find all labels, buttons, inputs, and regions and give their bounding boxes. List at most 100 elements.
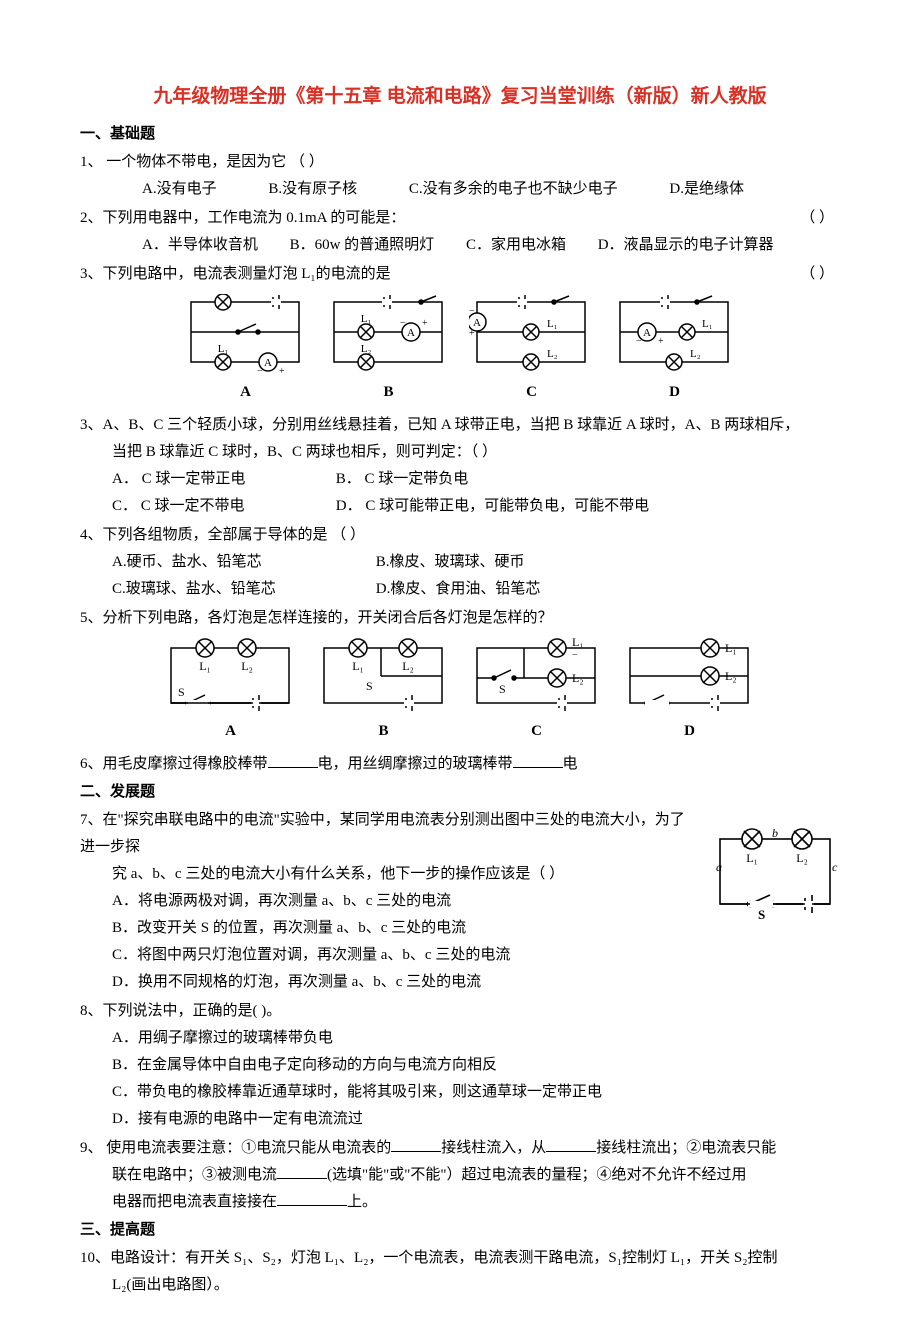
q1-stem: 1、 一个物体不带电，是因为它 （ ） [80, 149, 840, 176]
q7-text: 7、在"探究串联电路中的电流"实验中，某同学用电流表分别测出图中三处的电流大小，… [80, 807, 698, 996]
section-heading-3: 三、提高题 [80, 1216, 840, 1243]
q5-diag-a: L₁ L₂ S A [163, 638, 298, 745]
q5-label-b: B [316, 718, 451, 745]
q3a-diag-b: L₁ A − + L₂ B [326, 294, 451, 406]
q8-opt-c: C．带负电的橡胶棒靠近通草球时，能将其吸引来，则这通草球一定带正电 [80, 1079, 840, 1106]
q9-blank3 [277, 1164, 327, 1179]
q3a-label-a: A [183, 379, 308, 406]
q2-opt-a: A．半导体收音机 [142, 237, 258, 253]
q4-opt-c: C.玻璃球、盐水、铅笔芯 [112, 576, 372, 603]
q8-stem: 8、下列说法中，正确的是( )。 [80, 998, 840, 1025]
q8-opt-b: B．在金属导体中自由电子定向移动的方向与电流方向相反 [80, 1052, 840, 1079]
svg-text:A: A [643, 327, 651, 339]
q2-stem: 2、下列用电器中，工作电流为 0.1mA 的可能是： [80, 210, 405, 226]
q3b-opt-c: C． C 球一定不带电 [112, 493, 332, 520]
svg-text:L₂: L₂ [796, 851, 808, 865]
q5-diag-b: L₁ L₂ S B [316, 638, 451, 745]
svg-text:−: − [636, 336, 642, 347]
q7-line1: 7、在"探究串联电路中的电流"实验中，某同学用电流表分别测出图中三处的电流大小，… [80, 807, 698, 861]
q9: 9、 使用电流表要注意：①电流只能从电流表的接线柱流入，从接线柱流出；②电流表只… [80, 1135, 840, 1216]
q7-line2: 究 a、b、c 三处的电流大小有什么关系，他下一步的操作应该是（ ） [80, 861, 698, 888]
q3a-diagrams: L₂ L₁ A − + [80, 294, 840, 406]
q10-line2: L₂(画出电路图）。 [80, 1272, 840, 1299]
q1-opt-b: B.没有原子核 [268, 181, 357, 197]
q9-blank2 [546, 1137, 596, 1152]
q3b-opts-row2: C． C 球一定不带电 D． C 球可能带正电，可能带负电，可能不带电 [80, 493, 840, 520]
q7-opt-d: D．换用不同规格的灯泡，再次测量 a、b、c 三处的电流 [80, 969, 698, 996]
svg-text:L₂: L₂ [241, 659, 253, 673]
svg-text:+: + [658, 336, 664, 347]
q6-p3: 电 [563, 756, 578, 772]
q3a-diag-a: L₂ L₁ A − + [183, 294, 308, 406]
q9-p2: 接线柱流入，从 [441, 1140, 546, 1156]
svg-text:+: + [279, 366, 285, 377]
q6-blank2 [513, 753, 563, 768]
q5-diag-c: L₁ − L₂ S C [469, 638, 604, 745]
q3a-stem: 3、下列电路中，电流表测量灯泡 L₁的电流的是 [80, 266, 391, 282]
q4-opts-row1: A.硬币、盐水、铅笔芯 B.橡皮、玻璃球、硬币 [80, 549, 840, 576]
q5-stem: 5、分析下列电路，各灯泡是怎样连接的，开关闭合后各灯泡是怎样的？ [80, 605, 840, 632]
q9-p4: 联在电路中；③被测电流 [80, 1167, 277, 1183]
q9-p1: 9、 使用电流表要注意：①电流只能从电流表的 [80, 1140, 391, 1156]
q3b-opt-d: D． C 球可能带正电，可能带负电，可能不带电 [336, 498, 649, 514]
svg-text:L₁: L₁ [725, 641, 737, 655]
q3a-stem-row: 3、下列电路中，电流表测量灯泡 L₁的电流的是 （ ） [80, 261, 840, 288]
svg-text:L₁: L₁ [361, 313, 372, 325]
q2: 2、下列用电器中，工作电流为 0.1mA 的可能是： （ ） A．半导体收音机 … [80, 205, 840, 259]
svg-text:L₁: L₁ [218, 343, 229, 355]
svg-text:L₂: L₂ [725, 669, 737, 683]
svg-text:L₂: L₂ [361, 343, 372, 355]
svg-text:A: A [407, 327, 415, 339]
section-heading-1: 一、基础题 [80, 120, 840, 147]
q4-opts-row2: C.玻璃球、盐水、铅笔芯 D.橡皮、食用油、铅笔芯 [80, 576, 840, 603]
q4-opt-a: A.硬币、盐水、铅笔芯 [112, 549, 372, 576]
q5: 5、分析下列电路，各灯泡是怎样连接的，开关闭合后各灯泡是怎样的？ L₁ L₂ S [80, 605, 840, 745]
q8-opt-a: A．用绸子摩擦过的玻璃棒带负电 [80, 1025, 840, 1052]
q5-diag-d: L₁ L₂ D [622, 638, 757, 745]
q3b-line2: 当把 B 球靠近 C 球时，B、C 两球也相斥，则可判定：（ ） [80, 439, 840, 466]
q9-p5: (选填"能"或"不能"）超过电流表的量程；④绝对不允许不经过用 [327, 1167, 747, 1183]
q8: 8、下列说法中，正确的是( )。 A．用绸子摩擦过的玻璃棒带负电 B．在金属导体… [80, 998, 840, 1133]
q4: 4、下列各组物质，全部属于导体的是 （ ） A.硬币、盐水、铅笔芯 B.橡皮、玻… [80, 522, 840, 603]
svg-text:S: S [366, 679, 373, 693]
q1-opt-c: C.没有多余的电子也不缺少电子 [409, 181, 618, 197]
q3a-diag-c: A − + L₁ L₂ C [469, 294, 594, 406]
q7: 7、在"探究串联电路中的电流"实验中，某同学用电流表分别测出图中三处的电流大小，… [80, 807, 840, 996]
q7-figure: L₁ L₂ b a c S [710, 827, 840, 932]
svg-text:S: S [499, 682, 506, 696]
svg-text:L₂: L₂ [690, 348, 701, 360]
q5-label-c: C [469, 718, 604, 745]
q3b-opt-b: B． C 球一定带负电 [336, 471, 469, 487]
q2-stem-row: 2、下列用电器中，工作电流为 0.1mA 的可能是： （ ） [80, 205, 840, 232]
q7-opt-a: A．将电源两极对调，再次测量 a、b、c 三处的电流 [80, 888, 698, 915]
q4-opt-b: B.橡皮、玻璃球、硬币 [376, 554, 525, 570]
q4-opt-d: D.橡皮、食用油、铅笔芯 [376, 581, 541, 597]
q3b-opt-a: A． C 球一定带正电 [112, 466, 332, 493]
q5-label-d: D [622, 718, 757, 745]
svg-text:L₂: L₂ [402, 659, 414, 673]
svg-text:b: b [772, 827, 778, 840]
svg-text:L₁: L₁ [702, 318, 713, 330]
q3a: 3、下列电路中，电流表测量灯泡 L₁的电流的是 （ ） L₂ [80, 261, 840, 406]
q1-opt-d: D.是绝缘体 [669, 181, 744, 197]
svg-text:−: − [257, 366, 263, 377]
svg-text:c: c [832, 860, 838, 874]
svg-text:L₁: L₁ [352, 659, 364, 673]
page-title: 九年级物理全册《第十五章 电流和电路》复习当堂训练（新版）新人教版 [80, 80, 840, 114]
q1-options: A.没有电子 B.没有原子核 C.没有多余的电子也不缺少电子 D.是绝缘体 [80, 176, 840, 203]
svg-text:S: S [178, 685, 185, 699]
q8-opt-d: D．接有电源的电路中一定有电流流过 [80, 1106, 840, 1133]
q3a-label-c: C [469, 379, 594, 406]
svg-text:−: − [572, 650, 578, 661]
q9-blank4 [277, 1191, 347, 1206]
svg-text:+: + [422, 318, 428, 329]
q6-p1: 6、用毛皮摩擦过得橡胶棒带 [80, 756, 268, 772]
q3b-opts-row1: A． C 球一定带正电 B． C 球一定带负电 [80, 466, 840, 493]
q9-p6: 电器而把电流表直接接在 [80, 1194, 277, 1210]
svg-text:−: − [469, 306, 475, 317]
q2-paren: （ ） [800, 205, 834, 232]
q7-opt-b: B．改变开关 S 的位置，再次测量 a、b、c 三处的电流 [80, 915, 698, 942]
svg-text:L₁: L₁ [572, 638, 584, 649]
svg-text:L₁: L₁ [547, 318, 558, 330]
q3a-label-d: D [612, 379, 737, 406]
